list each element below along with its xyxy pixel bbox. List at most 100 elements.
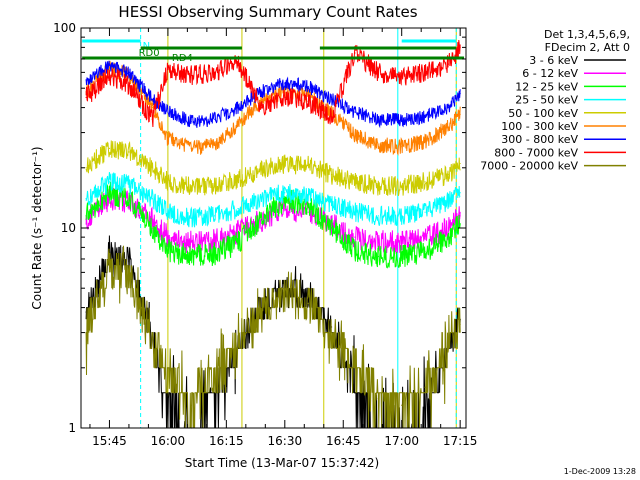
series-trace-5 [85,60,461,156]
data-point [190,241,192,243]
data-point [330,98,333,100]
series-trace-4 [85,140,461,197]
data-point [214,215,216,217]
x-tick-label: 16:15 [209,434,244,448]
data-point [128,151,130,153]
data-point [330,204,333,206]
data-point [167,411,169,413]
data-point [401,241,403,243]
data-point [447,63,450,65]
data-point [85,167,87,169]
data-point [167,111,169,113]
legend-label-8: 7000 - 20000 keV [480,160,578,173]
legend-label-6: 300 - 800 keV [501,133,578,146]
legend: Det 1,3,4,5,6,9, FDecim 2, Att 0 3 - 6 k… [480,28,630,173]
data-point [214,71,216,73]
data-point [307,302,309,304]
data-point [237,178,239,180]
y-tick-label: 100 [53,21,76,35]
data-point [330,331,333,334]
data-point [128,183,130,186]
data-point [128,260,130,263]
data-point [108,181,111,183]
data-point [167,236,169,238]
data-point [85,79,87,81]
data-point [459,223,461,225]
legend-label-2: 12 - 25 keV [515,80,578,93]
legend-label-0: 3 - 6 keV [529,54,578,67]
series-6 [85,60,461,129]
data-point [260,198,263,200]
data-point [167,367,169,369]
data-point [108,192,111,194]
data-point [237,123,239,125]
data-point [85,311,87,313]
data-point [459,92,461,95]
data-point [284,291,286,293]
data-point [447,236,450,238]
data-point [401,404,403,406]
data-point [108,64,111,67]
data-point [237,106,239,109]
data-point [459,162,461,165]
data-point [190,217,192,219]
series-5 [85,60,461,156]
x-tick-label: 16:45 [326,434,361,448]
data-point [459,46,461,48]
data-point [151,106,153,109]
data-point [424,211,426,213]
data-point [260,169,263,171]
legend-header-line-1: Det 1,3,4,5,6,9, [544,28,630,41]
data-point [237,241,239,243]
x-axis-label: Start Time (13-Mar-07 15:37:42) [185,456,379,470]
data-point [401,215,403,217]
data-point [459,323,461,325]
data-point [108,264,111,267]
data-point [284,96,286,98]
legend-header-line-2: FDecim 2, Att 0 [545,41,630,54]
data-point [190,147,192,150]
data-point [330,173,333,176]
data-point [237,208,239,210]
data-point [447,227,450,229]
data-point [401,119,403,122]
axis-layer: 15:45 16:00 16:15 16:30 16:45 17:00 17:15 1 10 10… [53,21,477,448]
data-point [354,392,356,394]
data-point [424,411,426,413]
data-point [284,82,286,84]
series-trace-8 [85,245,461,429]
data-point [377,71,379,73]
data-point [85,96,87,98]
x-tick-label: 17:15 [443,434,478,448]
series-trace-6 [85,60,461,129]
series-8 [85,245,461,429]
series-2 [85,181,461,269]
data-point [151,227,153,229]
data-point [260,91,263,93]
data-point [401,185,403,187]
data-point [167,211,169,213]
data-point [330,227,333,229]
data-point [128,271,130,273]
data-point [354,236,356,238]
x-tick-label: 15:45 [92,434,127,448]
data-point [85,198,87,200]
data-point [424,238,426,240]
series-trace-2 [85,181,461,269]
data-point [128,84,130,86]
data-point [354,248,356,251]
data-point [447,106,450,109]
data-point [260,106,263,109]
data-point [377,255,379,258]
data-point [377,215,379,217]
data-point [108,147,111,150]
data-point [424,116,426,118]
data-point [214,376,216,378]
data-point [307,211,309,213]
data-point [151,167,153,169]
legend-label-7: 800 - 7000 keV [494,146,578,159]
x-tick-label: 16:30 [268,434,303,448]
data-point [354,111,356,113]
data-point [108,74,111,76]
